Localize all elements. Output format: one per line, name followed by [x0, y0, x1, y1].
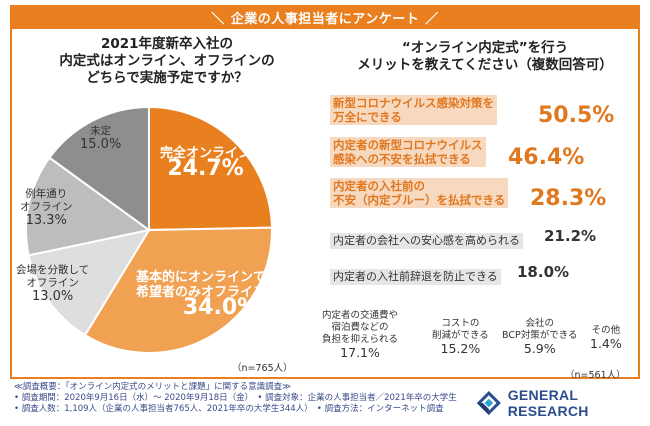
merit-label: 内定者の入社前辞退を防止できる — [330, 269, 501, 285]
pie-slice-as-usual — [25, 156, 152, 257]
survey-summary-line: • 調査期間：2020年9月16日（水）〜 2020年9月18日（金） • 調査… — [14, 393, 457, 403]
merit-small-item: コストの 削減ができる 15.2% — [432, 318, 489, 355]
merit-small-label: その他 — [591, 325, 621, 336]
pie-label-text: オフライン — [20, 201, 73, 213]
merit-item: 内定者の会社への安心感を高められる 21.2% — [330, 227, 596, 249]
merit-label-line: 感染への不安を払拭できる — [333, 152, 471, 166]
merit-item: 内定者の入社前辞退を防止できる 18.0% — [330, 263, 569, 285]
merit-small-label: 宿泊費などの — [331, 322, 389, 333]
pie-label-value: 13.0% — [31, 289, 74, 304]
merit-small-value: 17.1% — [340, 345, 380, 360]
merit-small-value: 5.9% — [523, 341, 556, 356]
merit-label: 内定者の入社前の 不安（内定ブルー）を払拭できる — [330, 178, 509, 208]
header-slash-right: ／ — [425, 11, 439, 27]
pie-question-line: どちらで実施予定ですか？ — [86, 70, 248, 86]
pie-slice-undecided — [48, 105, 150, 232]
merit-value: 50.5% — [538, 103, 615, 128]
survey-summary-line: • 調査人数：1,109人（企業の人事担当者765人、2021年卒の大学生344… — [14, 404, 444, 414]
merit-item: 内定者の新型コロナウイルス 感染への不安を払拭できる 46.4% — [330, 137, 584, 170]
pie-label-value: 13.3% — [25, 213, 67, 228]
survey-summary: ≪調査概要：「オンライン内定式のメリットと課題」に関する意識調査≫ • 調査期間… — [14, 382, 457, 415]
merit-small-label: コストの — [441, 318, 480, 329]
pie-label-undecided: 未定 15.0% — [80, 125, 121, 151]
merit-label-line: 内定者の入社前の — [333, 179, 425, 193]
header-banner: ＼ 企業の人事担当者にアンケート ／ — [10, 5, 640, 29]
merit-small-label: 内定者の交通費や — [322, 310, 399, 321]
merit-label-line: 新型コロナウイルス感染対策を — [333, 96, 494, 110]
merit-small-value: 1.4% — [590, 336, 622, 351]
pie-label-text: 完全オンライン — [160, 146, 252, 161]
pie-question: 2021年度新卒入社の 内定式はオンライン、オフラインの どちらで実施予定ですか… — [52, 36, 282, 87]
merit-item: 内定者の入社前の 不安（内定ブルー）を払拭できる 28.3% — [330, 178, 606, 211]
merit-value: 28.3% — [530, 186, 607, 211]
pie-label-value: 15.0% — [80, 137, 122, 152]
bar-question-line: “オンライン内定式”を行う — [401, 40, 569, 56]
merit-small-value: 15.2% — [440, 341, 481, 356]
pie-label-text: 基本的にオンラインで — [136, 270, 267, 285]
merit-label: 新型コロナウイルス感染対策を 万全にできる — [330, 95, 497, 125]
merit-value: 46.4% — [508, 145, 585, 170]
merit-small-item: 内定者の交通費や 宿泊費などの 負担を抑えられる 17.1% — [322, 310, 398, 359]
bar-question: “オンライン内定式”を行う メリットを教えてください（複数回答可） — [355, 40, 615, 74]
merit-small-label: BCP対策ができる — [502, 330, 578, 341]
pie-sample-size: （n=765人） — [232, 363, 293, 374]
bar-sample-size: （n=561人） — [565, 370, 626, 381]
pie-label-as-usual: 例年通り オフライン 13.3% — [20, 188, 73, 227]
pie-slice-distributed-venue — [27, 228, 152, 337]
pie-label-full-online: 完全オンライン 24.7% — [160, 146, 252, 181]
survey-summary-line: ≪調査概要：「オンライン内定式のメリットと課題」に関する意識調査≫ — [14, 382, 292, 392]
pie-label-text: 会場を分散して — [16, 264, 90, 276]
pie-label-distributed-venue: 会場を分散して オフライン 13.0% — [16, 264, 89, 303]
merit-label: 内定者の新型コロナウイルス 感染への不安を払拭できる — [330, 137, 486, 167]
merit-small-label: 負担を抑えられる — [322, 334, 399, 345]
merit-label-line: 内定者の新型コロナウイルス — [333, 138, 483, 152]
merit-value: 18.0% — [517, 263, 570, 281]
pie-label-text: 例年通り — [25, 188, 68, 200]
merit-small-label: 削減ができる — [432, 330, 489, 341]
pie-question-line: 2021年度新卒入社の — [100, 36, 234, 52]
merit-label: 内定者の会社への安心感を高められる — [330, 233, 523, 249]
pie-question-line: 内定式はオンライン、オフラインの — [59, 53, 275, 69]
merit-small-item: 会社の BCP対策ができる 5.9% — [502, 318, 578, 355]
merit-label-line: 不安（内定ブルー）を払拭できる — [333, 193, 506, 207]
merit-value: 21.2% — [544, 227, 597, 245]
pie-label-text: 未定 — [90, 125, 112, 137]
pie-slice-full-online — [148, 105, 273, 232]
merit-small-label: 会社の — [525, 318, 555, 329]
general-research-logo-icon — [476, 390, 501, 416]
pie-label-text: オフライン — [26, 277, 79, 289]
header-title: 企業の人事担当者にアンケート — [230, 11, 420, 27]
pie-label-mostly-online: 基本的にオンラインで 希望者のみオフライン 34.0% — [136, 270, 267, 320]
header-slash-left: ＼ — [211, 11, 225, 27]
bar-question-line: メリットを教えてください（複数回答可） — [357, 57, 613, 73]
logo: GENERAL RESEARCH — [476, 385, 641, 421]
merit-small-item: その他 1.4% — [590, 325, 622, 350]
pie-label-text: 希望者のみオフライン — [136, 285, 267, 300]
merit-item: 新型コロナウイルス感染対策を 万全にできる 50.5% — [330, 95, 614, 128]
logo-text: GENERAL RESEARCH — [507, 387, 589, 419]
merit-label-line: 万全にできる — [333, 110, 402, 124]
pie-label-value: 34.0% — [182, 295, 260, 320]
pie-label-value: 24.7% — [167, 156, 244, 181]
